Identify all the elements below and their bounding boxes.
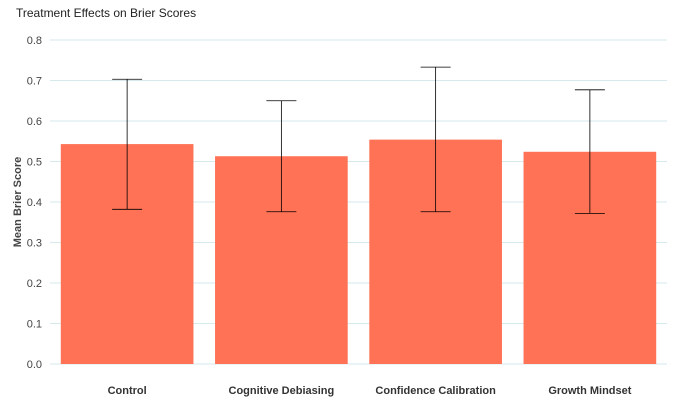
- y-axis-ticks: 0.0 0.1 0.2 0.3 0.4 0.5 0.6 0.7 0.8: [27, 35, 42, 371]
- x-tick-label: Confidence Calibration: [375, 385, 496, 397]
- error-bar: [266, 100, 297, 213]
- y-tick-label: 0.2: [27, 278, 42, 290]
- error-bars: [112, 66, 605, 214]
- y-tick-label: 0.8: [27, 35, 42, 47]
- y-tick-label: 0.0: [27, 359, 42, 371]
- error-bar: [574, 89, 605, 214]
- y-tick-label: 0.3: [27, 238, 42, 250]
- x-tick-label: Cognitive Debiasing: [229, 385, 335, 397]
- error-bar: [420, 66, 451, 213]
- error-bar: [112, 78, 143, 210]
- x-tick-label: Control: [108, 385, 147, 397]
- y-tick-label: 0.6: [27, 116, 42, 128]
- y-axis-label: Mean Brier Score: [12, 157, 24, 247]
- y-tick-label: 0.4: [27, 197, 42, 209]
- x-tick-label: Growth Mindset: [548, 385, 631, 397]
- bars: [60, 139, 657, 364]
- y-tick-label: 0.5: [27, 157, 42, 169]
- y-tick-label: 0.1: [27, 319, 42, 331]
- chart-title: Treatment Effects on Brier Scores: [16, 6, 196, 20]
- y-tick-label: 0.7: [27, 76, 42, 88]
- x-axis-ticks: Control Cognitive Debiasing Confidence Cal…: [108, 385, 632, 397]
